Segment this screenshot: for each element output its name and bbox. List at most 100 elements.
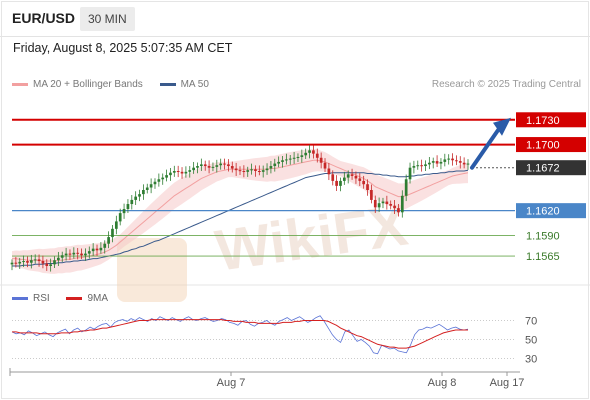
candle-body: [435, 161, 439, 164]
candle-body: [312, 150, 315, 154]
candle-body: [412, 166, 416, 168]
candle-body: [149, 184, 153, 188]
candle-body: [335, 180, 338, 186]
candle-body: [41, 261, 45, 264]
candle-body: [458, 161, 462, 163]
candle-body: [45, 263, 49, 266]
candle-body: [138, 194, 141, 197]
candle-body: [246, 170, 250, 172]
candle-body: [285, 159, 288, 161]
candle-body: [462, 162, 466, 165]
price-legend: MA 20 + Bollinger Bands MA 50: [12, 79, 223, 90]
candle-body: [165, 175, 168, 178]
candle-body: [215, 165, 219, 167]
candle-body: [385, 201, 389, 205]
candle-body: [354, 175, 358, 179]
level-box-1.1620: [516, 203, 586, 219]
candle-body: [219, 163, 223, 166]
candle-body: [234, 168, 238, 171]
candle-body: [261, 170, 265, 172]
candle-body: [362, 180, 366, 185]
candle-body: [443, 159, 447, 162]
ma20-swatch: [12, 82, 28, 86]
candle-body: [192, 167, 195, 171]
level-box-1.1730: [516, 112, 586, 128]
candle-body: [424, 164, 427, 167]
candle-body: [439, 161, 443, 164]
watermark-text: WikiFX: [211, 192, 411, 283]
candle-body: [76, 252, 80, 254]
candle-body: [99, 247, 103, 251]
candle-body: [184, 171, 188, 174]
level-label-1.1620: 1.1620: [526, 206, 560, 218]
candle-body: [350, 174, 354, 176]
candle-body: [242, 171, 246, 172]
rsi-label: RSI: [33, 293, 50, 304]
candle-body: [366, 184, 369, 190]
candle-body: [84, 253, 87, 256]
candle-body: [68, 253, 72, 255]
candle-body: [53, 260, 56, 265]
candle-body: [428, 162, 431, 165]
candle-body: [49, 264, 52, 266]
candle-body: [161, 177, 165, 180]
time-tick-label: Aug 17: [490, 377, 525, 389]
candle-body: [188, 170, 192, 172]
time-tick-label: Aug 8: [428, 377, 457, 389]
candle-body: [304, 152, 308, 156]
candle-body: [87, 251, 91, 254]
candle-body: [114, 221, 118, 229]
timeframe-badge[interactable]: 30 MIN: [80, 7, 135, 31]
rsi-swatch: [12, 296, 28, 300]
candle-body: [273, 163, 277, 167]
candle-body: [358, 178, 362, 181]
candle-body: [342, 177, 346, 181]
candle-body: [91, 248, 95, 252]
ma50-swatch: [159, 82, 176, 86]
candle-body: [169, 172, 172, 176]
candle-body: [118, 213, 122, 222]
candle-body: [230, 166, 234, 169]
candle-body: [203, 164, 207, 167]
rsi-legend: RSI 9MA: [12, 293, 122, 304]
instrument-label: EUR/USD: [12, 10, 76, 26]
candle-body: [292, 157, 296, 159]
candle-body: [223, 163, 226, 165]
candle-body: [269, 166, 273, 169]
candle-body: [111, 228, 114, 238]
candle-body: [196, 166, 199, 168]
candle-body: [288, 158, 292, 160]
candle-body: [145, 187, 149, 190]
candle-body: [400, 195, 404, 213]
projection-arrow-shaft: [470, 126, 501, 170]
legend-item-rsi: RSI: [12, 293, 50, 304]
candle-body: [72, 252, 76, 255]
candle-body: [447, 158, 451, 160]
candle-body: [60, 255, 64, 258]
candle-body: [10, 262, 14, 265]
candle-body: [238, 170, 242, 172]
projection-arrow-head: [493, 117, 511, 136]
candle-body: [227, 164, 230, 167]
candle-body: [29, 260, 33, 263]
candle-body: [142, 190, 145, 195]
datetime-label: Friday, August 8, 2025 5:07:35 AM CET: [13, 41, 233, 55]
candle-body: [254, 169, 257, 171]
candle-body: [134, 196, 138, 200]
ma9-swatch: [66, 296, 83, 300]
candle-body: [33, 259, 37, 261]
ma9-label: 9MA: [87, 293, 109, 304]
candle-body: [397, 208, 400, 213]
level-label-1.1700: 1.1700: [526, 140, 560, 152]
candle-body: [180, 171, 184, 174]
candle-body: [257, 171, 261, 172]
legend-item-ma20: MA 20 + Bollinger Bands: [12, 79, 143, 90]
candle-body: [153, 181, 157, 185]
candle-body: [370, 190, 373, 200]
candle-body: [377, 203, 381, 208]
candle-body: [281, 160, 284, 162]
candle-body: [14, 262, 18, 264]
candle-body: [265, 168, 269, 171]
research-credit: Research © 2025 Trading Central: [431, 79, 581, 90]
